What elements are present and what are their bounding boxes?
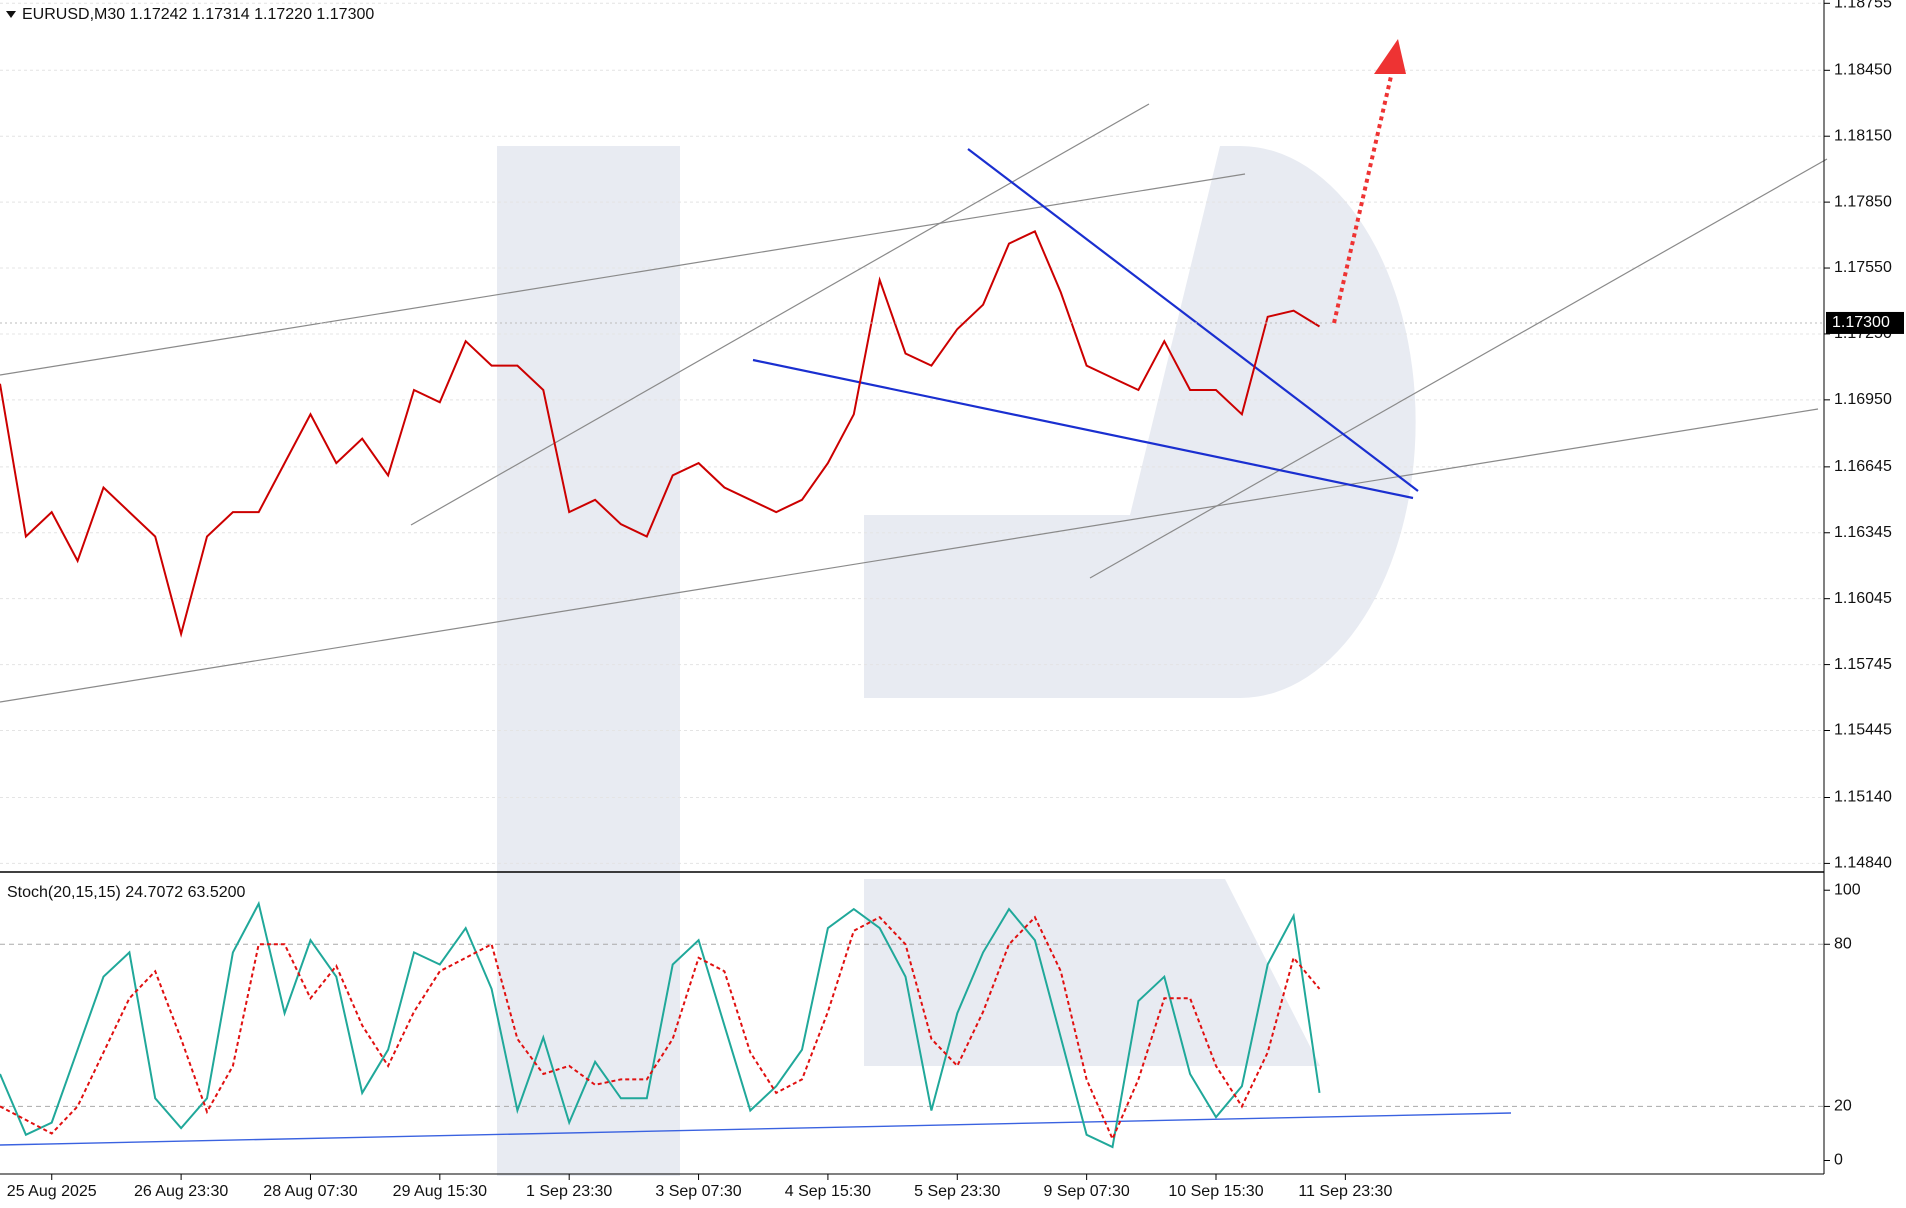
wedge-line	[752, 358, 1414, 500]
y-tick-label: 0	[1834, 1152, 1843, 1169]
current-price-label: 1.17300	[1832, 314, 1890, 331]
price-plot	[0, 229, 1824, 638]
series-line	[0, 915, 1321, 1142]
y-tick-label: 1.16950	[1834, 391, 1892, 408]
x-tick-label: 5 Sep 23:30	[914, 1183, 1000, 1200]
y-tick-label: 1.15445	[1834, 722, 1892, 739]
trend-line	[1089, 158, 1828, 579]
y-tick-label: 100	[1834, 881, 1861, 898]
stoch-plot	[0, 900, 1824, 1149]
series-line	[0, 900, 1321, 1149]
y-tick-label: 20	[1834, 1098, 1852, 1115]
x-tick-label: 1 Sep 23:30	[526, 1183, 612, 1200]
stoch-title: Stoch(20,15,15) 24.7072 63.5200	[7, 884, 246, 901]
trend-lines	[0, 103, 1828, 703]
y-tick-label: 1.18150	[1834, 127, 1892, 144]
x-tick-label: 9 Sep 07:30	[1043, 1183, 1129, 1200]
x-tick-label: 25 Aug 2025	[7, 1183, 97, 1200]
current-price-box	[1826, 311, 1904, 334]
menu-triangle	[6, 11, 16, 18]
watermark	[497, 146, 1416, 1176]
x-tick-label: 3 Sep 07:30	[655, 1183, 741, 1200]
y-tick-label: 1.18450	[1834, 62, 1892, 79]
arrow-head	[1374, 39, 1406, 74]
x-tick-label: 10 Sep 15:30	[1168, 1183, 1263, 1200]
axes: 1.187551.184501.181501.178501.175501.172…	[7, 0, 1904, 1200]
series-line	[0, 229, 1321, 638]
y-tick-label: 1.14840	[1834, 855, 1892, 872]
y-tick-label: 1.15140	[1834, 789, 1892, 806]
grid	[0, 2, 1824, 864]
forecast-arrow	[1332, 71, 1394, 324]
x-tick-label: 11 Sep 23:30	[1298, 1183, 1392, 1200]
stoch-trend-line	[0, 1112, 1512, 1146]
chart-title: EURUSD,M30 1.17242 1.17314 1.17220 1.173…	[22, 6, 374, 23]
y-tick-label: 80	[1834, 935, 1852, 952]
trend-line	[410, 103, 1150, 526]
x-tick-label: 29 Aug 15:30	[393, 1183, 487, 1200]
x-tick-label: 28 Aug 07:30	[263, 1183, 357, 1200]
y-tick-label: 1.15745	[1834, 656, 1892, 673]
y-tick-label: 1.16345	[1834, 524, 1892, 541]
wedge-line	[967, 148, 1419, 492]
y-tick-label: 1.17550	[1834, 259, 1892, 276]
wedge-lines	[752, 148, 1419, 500]
y-tick-label: 1.17850	[1834, 193, 1892, 210]
y-tick-label: 1.16045	[1834, 590, 1892, 607]
trend-line	[0, 408, 1819, 703]
y-tick-label: 1.16645	[1834, 458, 1892, 475]
trend-line	[0, 173, 1246, 376]
x-tick-label: 4 Sep 15:30	[785, 1183, 871, 1200]
x-tick-label: 26 Aug 23:30	[134, 1183, 228, 1200]
y-tick-label: 1.18755	[1834, 0, 1892, 12]
